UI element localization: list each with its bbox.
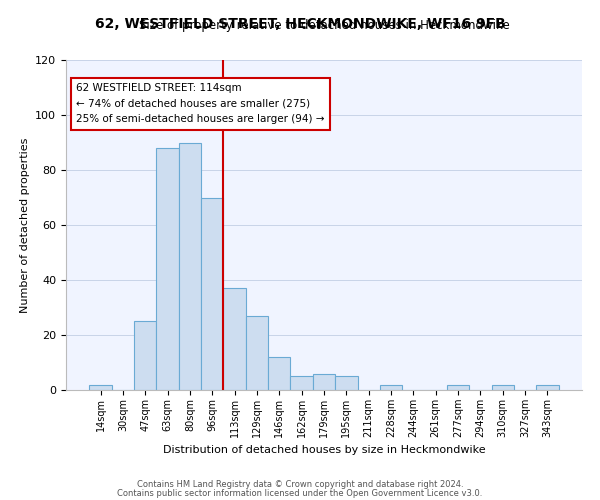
Bar xyxy=(246,316,268,390)
Bar xyxy=(491,384,514,390)
Y-axis label: Number of detached properties: Number of detached properties xyxy=(20,138,29,312)
Bar xyxy=(313,374,335,390)
Bar xyxy=(201,198,223,390)
Bar xyxy=(179,142,201,390)
Title: Size of property relative to detached houses in Heckmondwike: Size of property relative to detached ho… xyxy=(139,20,509,32)
Text: 62 WESTFIELD STREET: 114sqm
← 74% of detached houses are smaller (275)
25% of se: 62 WESTFIELD STREET: 114sqm ← 74% of det… xyxy=(76,83,325,124)
Text: 62, WESTFIELD STREET, HECKMONDWIKE, WF16 9FB: 62, WESTFIELD STREET, HECKMONDWIKE, WF16… xyxy=(95,18,505,32)
Text: Contains public sector information licensed under the Open Government Licence v3: Contains public sector information licen… xyxy=(118,488,482,498)
Bar xyxy=(335,376,358,390)
Bar xyxy=(89,384,112,390)
Bar xyxy=(447,384,469,390)
Bar xyxy=(223,288,246,390)
Bar xyxy=(134,322,157,390)
Bar xyxy=(268,357,290,390)
X-axis label: Distribution of detached houses by size in Heckmondwike: Distribution of detached houses by size … xyxy=(163,446,485,456)
Bar xyxy=(380,384,402,390)
Bar xyxy=(157,148,179,390)
Text: Contains HM Land Registry data © Crown copyright and database right 2024.: Contains HM Land Registry data © Crown c… xyxy=(137,480,463,489)
Bar xyxy=(290,376,313,390)
Bar xyxy=(536,384,559,390)
